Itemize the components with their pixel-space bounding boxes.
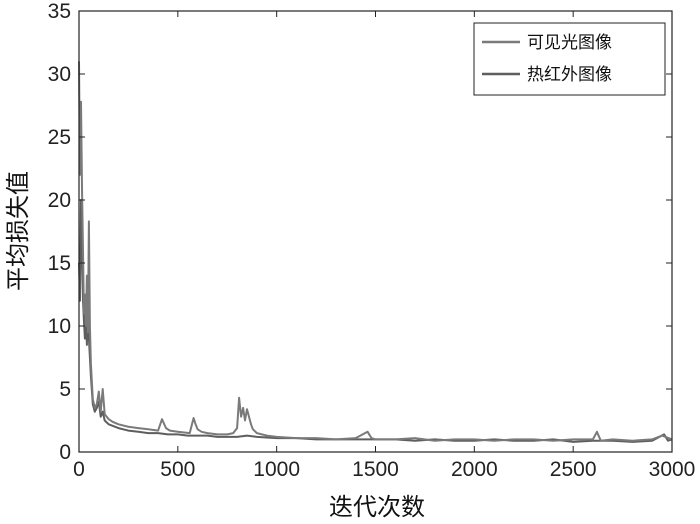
y-axis-label: 平均损失值 (4, 171, 32, 291)
tick-layer: 0 500 1000 1500 2000 2500 3000 0 5 10 15 20 25 30 35 (48, 0, 696, 481)
plot-area-frame (78, 10, 673, 453)
x-tick-label: 1500 (352, 458, 399, 481)
x-tick-label: 1000 (253, 458, 300, 481)
series-layer (78, 61, 673, 443)
y-tick-label: 30 (48, 63, 71, 86)
legend-label-series-1: 可见光图像 (527, 33, 612, 53)
y-tick-label: 5 (59, 378, 71, 401)
y-tick-label: 35 (48, 0, 71, 23)
x-tick-label: 0 (73, 458, 85, 481)
x-tick-label: 500 (160, 458, 195, 481)
y-tick-label: 20 (48, 189, 71, 212)
y-tick-label: 10 (48, 315, 71, 338)
y-tick-label: 15 (48, 252, 71, 275)
legend: 可见光图像 热红外图像 (473, 22, 666, 96)
legend-box (473, 22, 666, 96)
y-tick-label: 25 (48, 126, 71, 149)
x-tick-label: 3000 (649, 458, 696, 481)
x-axis-label: 迭代次数 (329, 493, 425, 521)
series-line-1 (78, 61, 673, 442)
x-tick-label: 2500 (550, 458, 597, 481)
legend-label-series-2: 热红外图像 (527, 65, 612, 85)
x-tick-label: 2000 (451, 458, 498, 481)
y-tick-label: 0 (59, 441, 71, 464)
